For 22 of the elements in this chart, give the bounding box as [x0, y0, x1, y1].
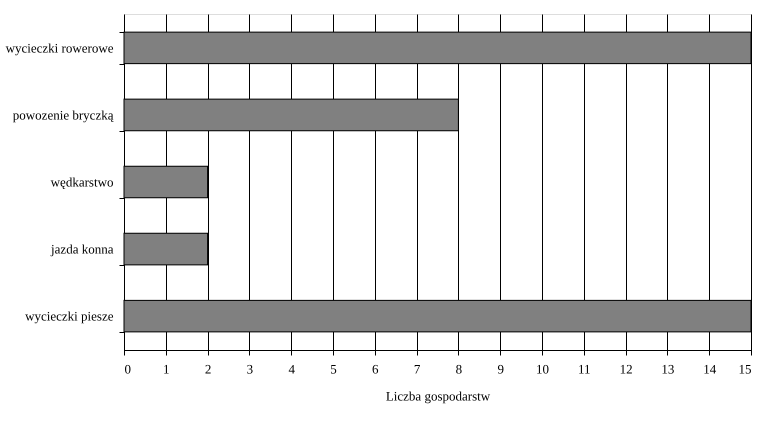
x-axis-title: Liczba gospodarstw	[386, 388, 491, 404]
x-tick-label: 7	[414, 362, 421, 376]
x-tick-label: 1	[163, 362, 170, 376]
x-tick-label: 10	[536, 362, 549, 376]
y-tick-label: powozenie bryczką	[12, 107, 114, 122]
x-tick-label: 13	[661, 362, 674, 376]
x-tick-label: 9	[497, 362, 504, 376]
x-tick-label: 11	[578, 362, 591, 376]
x-tick-label: 14	[703, 362, 717, 376]
x-tick-label: 8	[456, 362, 462, 376]
x-tick-label: 5	[330, 362, 337, 376]
x-tick-label: 3	[246, 362, 254, 376]
y-tick-label: wycieczki rowerowe	[6, 40, 114, 56]
x-tick-label: 12	[620, 362, 633, 376]
x-tick-label: 2	[204, 362, 212, 376]
y-tick-label: wędkarstwo	[50, 174, 114, 190]
x-tick-label: 6	[372, 362, 380, 376]
y-tick-label: wycieczki piesze	[25, 308, 114, 324]
x-tick-label: 4	[288, 362, 296, 376]
y-tick-label: jazda konna	[50, 242, 114, 257]
x-tick-label: 15	[738, 362, 752, 376]
x-tick-label: 0	[124, 362, 131, 376]
